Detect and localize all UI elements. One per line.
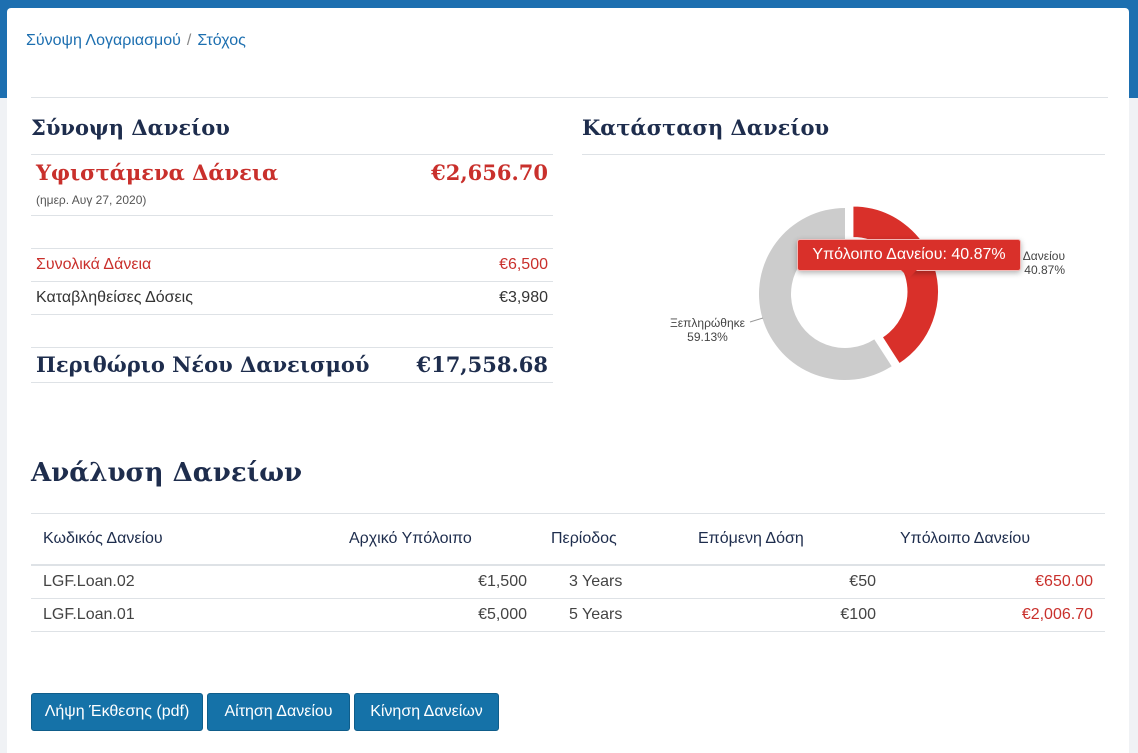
- breadcrumb-home-link[interactable]: Σύνοψη Λογαριασμού: [26, 32, 181, 49]
- paid-off-slice-value: 59.13%: [687, 330, 728, 344]
- period-cell: 5 Years: [539, 598, 686, 632]
- borrowing-margin-row: Περιθώριο Νέου Δανεισμού €17,558.68: [36, 352, 553, 377]
- loan-summary-title: Σύνοψη Δανείου: [31, 115, 230, 140]
- loan-analysis-title: Ανάλυση Δανείων: [31, 458, 303, 488]
- initial-balance-cell: €5,000: [337, 598, 539, 632]
- column-loan-balance: Υπόλοιπο Δανείου: [888, 513, 1105, 566]
- divider: [31, 314, 553, 315]
- paid-off-slice[interactable]: [758, 208, 892, 380]
- loan-status-donut-chart: [749, 204, 940, 380]
- borrowing-margin-value: €17,558.68: [416, 352, 548, 377]
- column-loan-code: Κωδικός Δανείου: [31, 513, 337, 566]
- paid-installments-value: €3,980: [499, 289, 548, 306]
- total-loans-row: Συνολικά Δάνεια €6,500: [36, 256, 553, 274]
- table-row: LGF.Loan.01 €5,000 5 Years €100 €2,006.7…: [31, 598, 1105, 632]
- date-note: (ημερ. Αυγ 27, 2020): [36, 193, 147, 207]
- divider: [31, 382, 553, 383]
- column-period: Περίοδος: [539, 513, 686, 566]
- loan-balance-cell: €2,006.70: [888, 598, 1105, 632]
- divider: [31, 347, 553, 348]
- next-installment-cell: €100: [686, 598, 888, 632]
- chart-tooltip: Υπόλοιπο Δανείου: 40.87%: [797, 239, 1021, 278]
- breadcrumb-separator: /: [186, 32, 192, 49]
- total-loans-value: €6,500: [499, 256, 548, 273]
- outstanding-loans-row: Υφιστάμενα Δάνεια €2,656.70: [36, 160, 553, 185]
- paid-off-slice-label: Ξεπληρώθηκε 59.13%: [660, 316, 755, 344]
- paid-installments-label: Καταβληθείσες Δόσεις: [36, 289, 193, 306]
- borrowing-margin-label: Περιθώριο Νέου Δανεισμού: [36, 352, 370, 377]
- next-installment-cell: €50: [686, 565, 888, 599]
- breadcrumb: Σύνοψη Λογαριασμού / Στόχος: [26, 32, 246, 50]
- loan-code-cell: LGF.Loan.02: [31, 565, 337, 599]
- loan-analysis-table: Κωδικός Δανείου Αρχικό Υπόλοιπο Περίοδος…: [31, 513, 1105, 632]
- loan-movements-button[interactable]: Κίνηση Δανείων: [354, 693, 499, 731]
- apply-loan-button[interactable]: Αίτηση Δανείου: [207, 693, 350, 731]
- divider: [31, 154, 553, 155]
- table-row: LGF.Loan.02 €1,500 3 Years €50 €650.00: [31, 565, 1105, 599]
- outstanding-loans-value: €2,656.70: [431, 160, 548, 185]
- period-cell: 3 Years: [539, 565, 686, 599]
- loan-status-title: Κατάσταση Δανείου: [582, 115, 830, 140]
- divider: [31, 97, 1108, 98]
- paid-installments-row: Καταβληθείσες Δόσεις €3,980: [36, 289, 553, 307]
- initial-balance-cell: €1,500: [337, 565, 539, 599]
- download-report-button[interactable]: Λήψη Έκθεσης (pdf): [31, 693, 203, 731]
- divider: [31, 248, 553, 249]
- breadcrumb-current-link[interactable]: Στόχος: [197, 32, 246, 49]
- balance-slice-value: 40.87%: [1024, 263, 1065, 277]
- label-connector-line: [749, 317, 764, 323]
- outstanding-loans-label: Υφιστάμενα Δάνεια: [36, 160, 279, 185]
- divider: [31, 281, 553, 282]
- divider: [582, 154, 1105, 155]
- divider: [31, 215, 553, 216]
- total-loans-label: Συνολικά Δάνεια: [36, 256, 152, 273]
- column-initial-balance: Αρχικό Υπόλοιπο: [337, 513, 539, 566]
- table-header-row: Κωδικός Δανείου Αρχικό Υπόλοιπο Περίοδος…: [31, 513, 1105, 566]
- paid-off-slice-name: Ξεπληρώθηκε: [670, 316, 745, 330]
- loan-balance-cell: €650.00: [888, 565, 1105, 599]
- loan-code-cell: LGF.Loan.01: [31, 598, 337, 632]
- loan-balance-slice[interactable]: [851, 204, 940, 366]
- column-next-installment: Επόμενη Δόση: [686, 513, 888, 566]
